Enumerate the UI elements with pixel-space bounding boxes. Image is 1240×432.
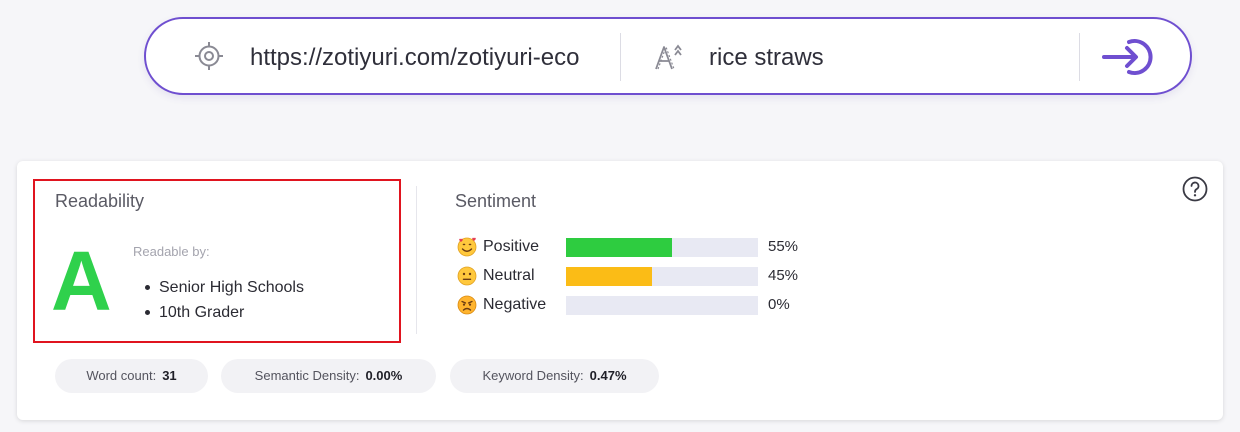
word-count-badge: Word count: 31 <box>55 359 208 393</box>
sentiment-row-neutral: Neutral 45% <box>457 264 857 288</box>
search-divider <box>620 33 621 81</box>
sentiment-bar-track <box>566 267 758 286</box>
keyword-density-value: 0.47% <box>589 368 627 383</box>
audience-label: Senior High Schools <box>159 279 304 296</box>
audience-label: 10th Grader <box>159 304 245 321</box>
neutral-face-emoji-icon <box>457 266 477 286</box>
semantic-density-value: 0.00% <box>365 368 403 383</box>
keyword-density-badge: Keyword Density: 0.47% <box>450 359 659 393</box>
readable-by-label: Readable by: <box>133 244 210 259</box>
arrow-right-circle-icon <box>1102 39 1153 75</box>
semantic-density-badge: Semantic Density: 0.00% <box>221 359 436 393</box>
font-size-icon <box>652 41 684 73</box>
help-icon[interactable] <box>1181 175 1209 203</box>
angry-face-emoji-icon <box>457 295 477 315</box>
list-item: 10th Grader <box>141 300 304 325</box>
url-input[interactable]: https://zotiyuri.com/zotiyuri-eco <box>250 44 580 71</box>
audience-list: Senior High Schools 10th Grader <box>141 275 304 325</box>
word-count-value: 31 <box>162 368 177 383</box>
readability-highlight-box <box>33 179 401 343</box>
bullet-icon <box>145 285 150 290</box>
sentiment-label: Neutral <box>483 267 535 284</box>
sentiment-percent: 0% <box>768 296 790 313</box>
search-bar: https://zotiyuri.com/zotiyuri-eco rice s… <box>144 17 1192 95</box>
sentiment-label: Positive <box>483 238 540 255</box>
smiling-hearts-emoji-icon <box>457 237 477 257</box>
sentiment-label: Negative <box>483 296 547 313</box>
submit-button[interactable] <box>1101 35 1157 79</box>
sentiment-percent: 45% <box>768 267 799 284</box>
sentiment-bar-track <box>566 238 758 257</box>
crosshair-icon <box>194 41 224 71</box>
semantic-density-label: Semantic Density: <box>254 368 360 383</box>
word-count-label: Word count: <box>86 368 157 383</box>
sentiment-bar-track <box>566 296 758 315</box>
readability-grade: A <box>51 234 112 328</box>
content-analysis-card: Readability A Readable by: Senior High S… <box>17 161 1223 420</box>
section-divider <box>416 186 417 334</box>
readability-title: Readability <box>55 191 145 211</box>
sentiment-row-negative: Negative 0% <box>457 293 857 317</box>
search-divider <box>1079 33 1080 81</box>
sentiment-percent: 55% <box>768 238 799 255</box>
keyword-input[interactable]: rice straws <box>709 44 824 71</box>
sentiment-title: Sentiment <box>455 191 537 211</box>
list-item: Senior High Schools <box>141 275 304 300</box>
bullet-icon <box>145 310 150 315</box>
sentiment-row-positive: Positive 55% <box>457 235 857 259</box>
sentiment-bar-fill-neutral <box>566 267 653 286</box>
sentiment-bar-fill-positive <box>566 238 672 257</box>
keyword-density-label: Keyword Density: <box>482 368 584 383</box>
